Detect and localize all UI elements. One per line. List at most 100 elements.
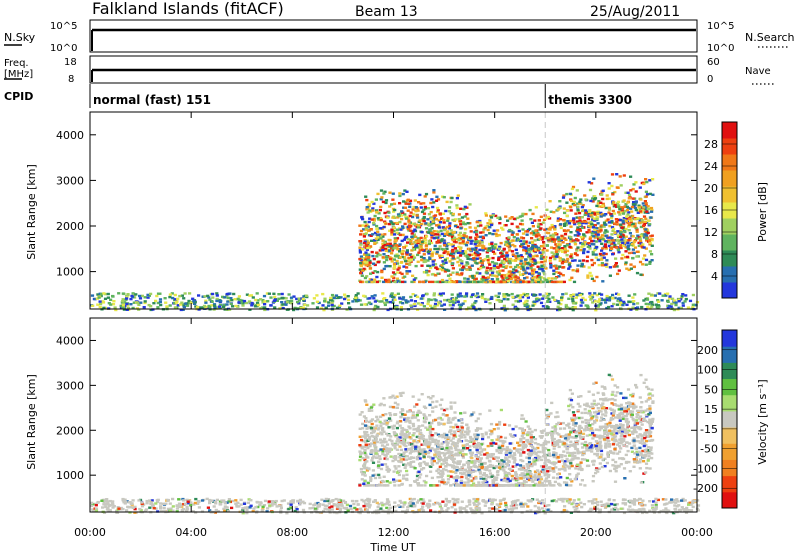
power-echo-cell [370, 250, 374, 254]
power-echo-cell [642, 236, 647, 239]
power-echo-cell [524, 247, 528, 250]
power-echo-cell [422, 305, 426, 308]
power-echo-cell [626, 191, 630, 194]
power-echo-cell [414, 264, 418, 268]
power-echo-cell [400, 210, 404, 213]
power-echo-cell [614, 264, 618, 267]
power-echo-cell [573, 243, 578, 246]
power-echo-cell [440, 232, 444, 236]
velocity-echo-cell [375, 434, 379, 438]
power-echo-cell [508, 261, 512, 265]
velocity-echo-cell [591, 422, 595, 426]
power-echo-cell [351, 300, 355, 303]
power-echo-cell [647, 207, 651, 211]
velocity-echo-cell [437, 458, 441, 461]
power-echo-cell [525, 276, 529, 279]
power-echo-cell [426, 302, 430, 306]
power-echo-cell [598, 298, 602, 301]
power-echo-cell [123, 301, 127, 304]
power-echo-cell [489, 216, 494, 219]
velocity-echo-cell [580, 442, 584, 445]
velocity-echo-cell [571, 411, 576, 414]
power-echo-cell [606, 218, 610, 221]
power-echo-cell [569, 238, 573, 241]
power-echo-cell [372, 308, 376, 312]
power-echo-cell [363, 239, 367, 242]
power-echo-cell [466, 257, 470, 260]
velocity-echo-cell [465, 443, 469, 446]
power-echo-cell [505, 293, 509, 296]
power-echo-cell [478, 248, 482, 252]
power-echo-cell [431, 251, 435, 254]
power-echo-cell [616, 202, 620, 205]
velocity-echo-cell [474, 459, 478, 462]
velocity-echo-cell [563, 467, 567, 470]
velocity-echo-cell [563, 454, 567, 458]
velocity-echo-cell [393, 396, 397, 400]
power-echo-cell [605, 306, 609, 310]
velocity-echo-cell [431, 406, 435, 409]
velocity-echo-cell [430, 461, 434, 464]
velocity-echo-cell [451, 470, 455, 474]
power-echo-cell [578, 227, 582, 231]
power-echo-cell [344, 296, 348, 299]
power-echo-cell [540, 236, 544, 239]
velocity-echo-cell [495, 438, 499, 441]
velocity-echo-cell [502, 469, 506, 472]
power-echo-cell [507, 236, 511, 239]
power-echo-cell [403, 275, 407, 278]
power-echo-cell [580, 216, 584, 219]
power-echo-cell [576, 220, 580, 223]
power-echo-cell [508, 260, 512, 263]
velocity-echo-cell [405, 430, 409, 433]
power-echo-cell [530, 257, 534, 261]
power-echo-cell [455, 197, 459, 200]
power-echo-cell [334, 294, 339, 297]
velocity-echo-cell [646, 387, 651, 391]
power-echo-cell [468, 257, 473, 261]
velocity-echo-cell [405, 428, 409, 432]
velocity-echo-cell [647, 413, 651, 416]
power-echo-cell [400, 217, 404, 221]
power-echo-cell [494, 232, 498, 235]
velocity-echo-cell [360, 478, 364, 481]
velocity-echo-cell [651, 417, 655, 421]
power-echo-cell [557, 238, 561, 242]
power-echo-cell [612, 241, 616, 244]
power-echo-cell [623, 229, 627, 232]
velocity-echo-cell [486, 436, 491, 439]
power-echo-cell [466, 262, 470, 265]
velocity-echo-cell [370, 459, 374, 462]
power-echo-cell [583, 298, 587, 302]
power-echo-cell [610, 233, 614, 236]
velocity-echo-cell [556, 476, 561, 480]
velocity-echo-cell [554, 453, 558, 457]
power-echo-cell [385, 279, 389, 282]
power-echo-cell [535, 276, 539, 279]
power-echo-cell [461, 242, 465, 245]
power-echo-cell [373, 263, 377, 267]
power-echo-cell [575, 189, 579, 192]
velocity-echo-cell [598, 425, 602, 428]
power-echo-cell [575, 253, 579, 257]
power-echo-cell [407, 224, 411, 227]
velocity-echo-cell [386, 452, 390, 455]
power-echo-cell [540, 238, 544, 241]
power-echo-cell [642, 215, 647, 218]
power-echo-cell [505, 240, 509, 244]
velocity-echo-cell [554, 415, 558, 419]
power-echo-cell [395, 262, 400, 265]
power-echo-cell [431, 258, 435, 262]
power-echo-cell [648, 223, 652, 226]
power-echo-cell [461, 221, 466, 224]
power-echo-cell [459, 303, 464, 307]
velocity-echo-cell [373, 473, 377, 476]
velocity-echo-cell [455, 466, 459, 469]
power-echo-cell [537, 298, 541, 302]
velocity-echo-cell [555, 423, 559, 426]
power-echo-cell [395, 271, 400, 274]
power-echo-cell [374, 237, 378, 240]
power-echo-cell [191, 297, 195, 300]
power-echo-cell [631, 256, 635, 260]
power-echo-cell [531, 278, 535, 281]
